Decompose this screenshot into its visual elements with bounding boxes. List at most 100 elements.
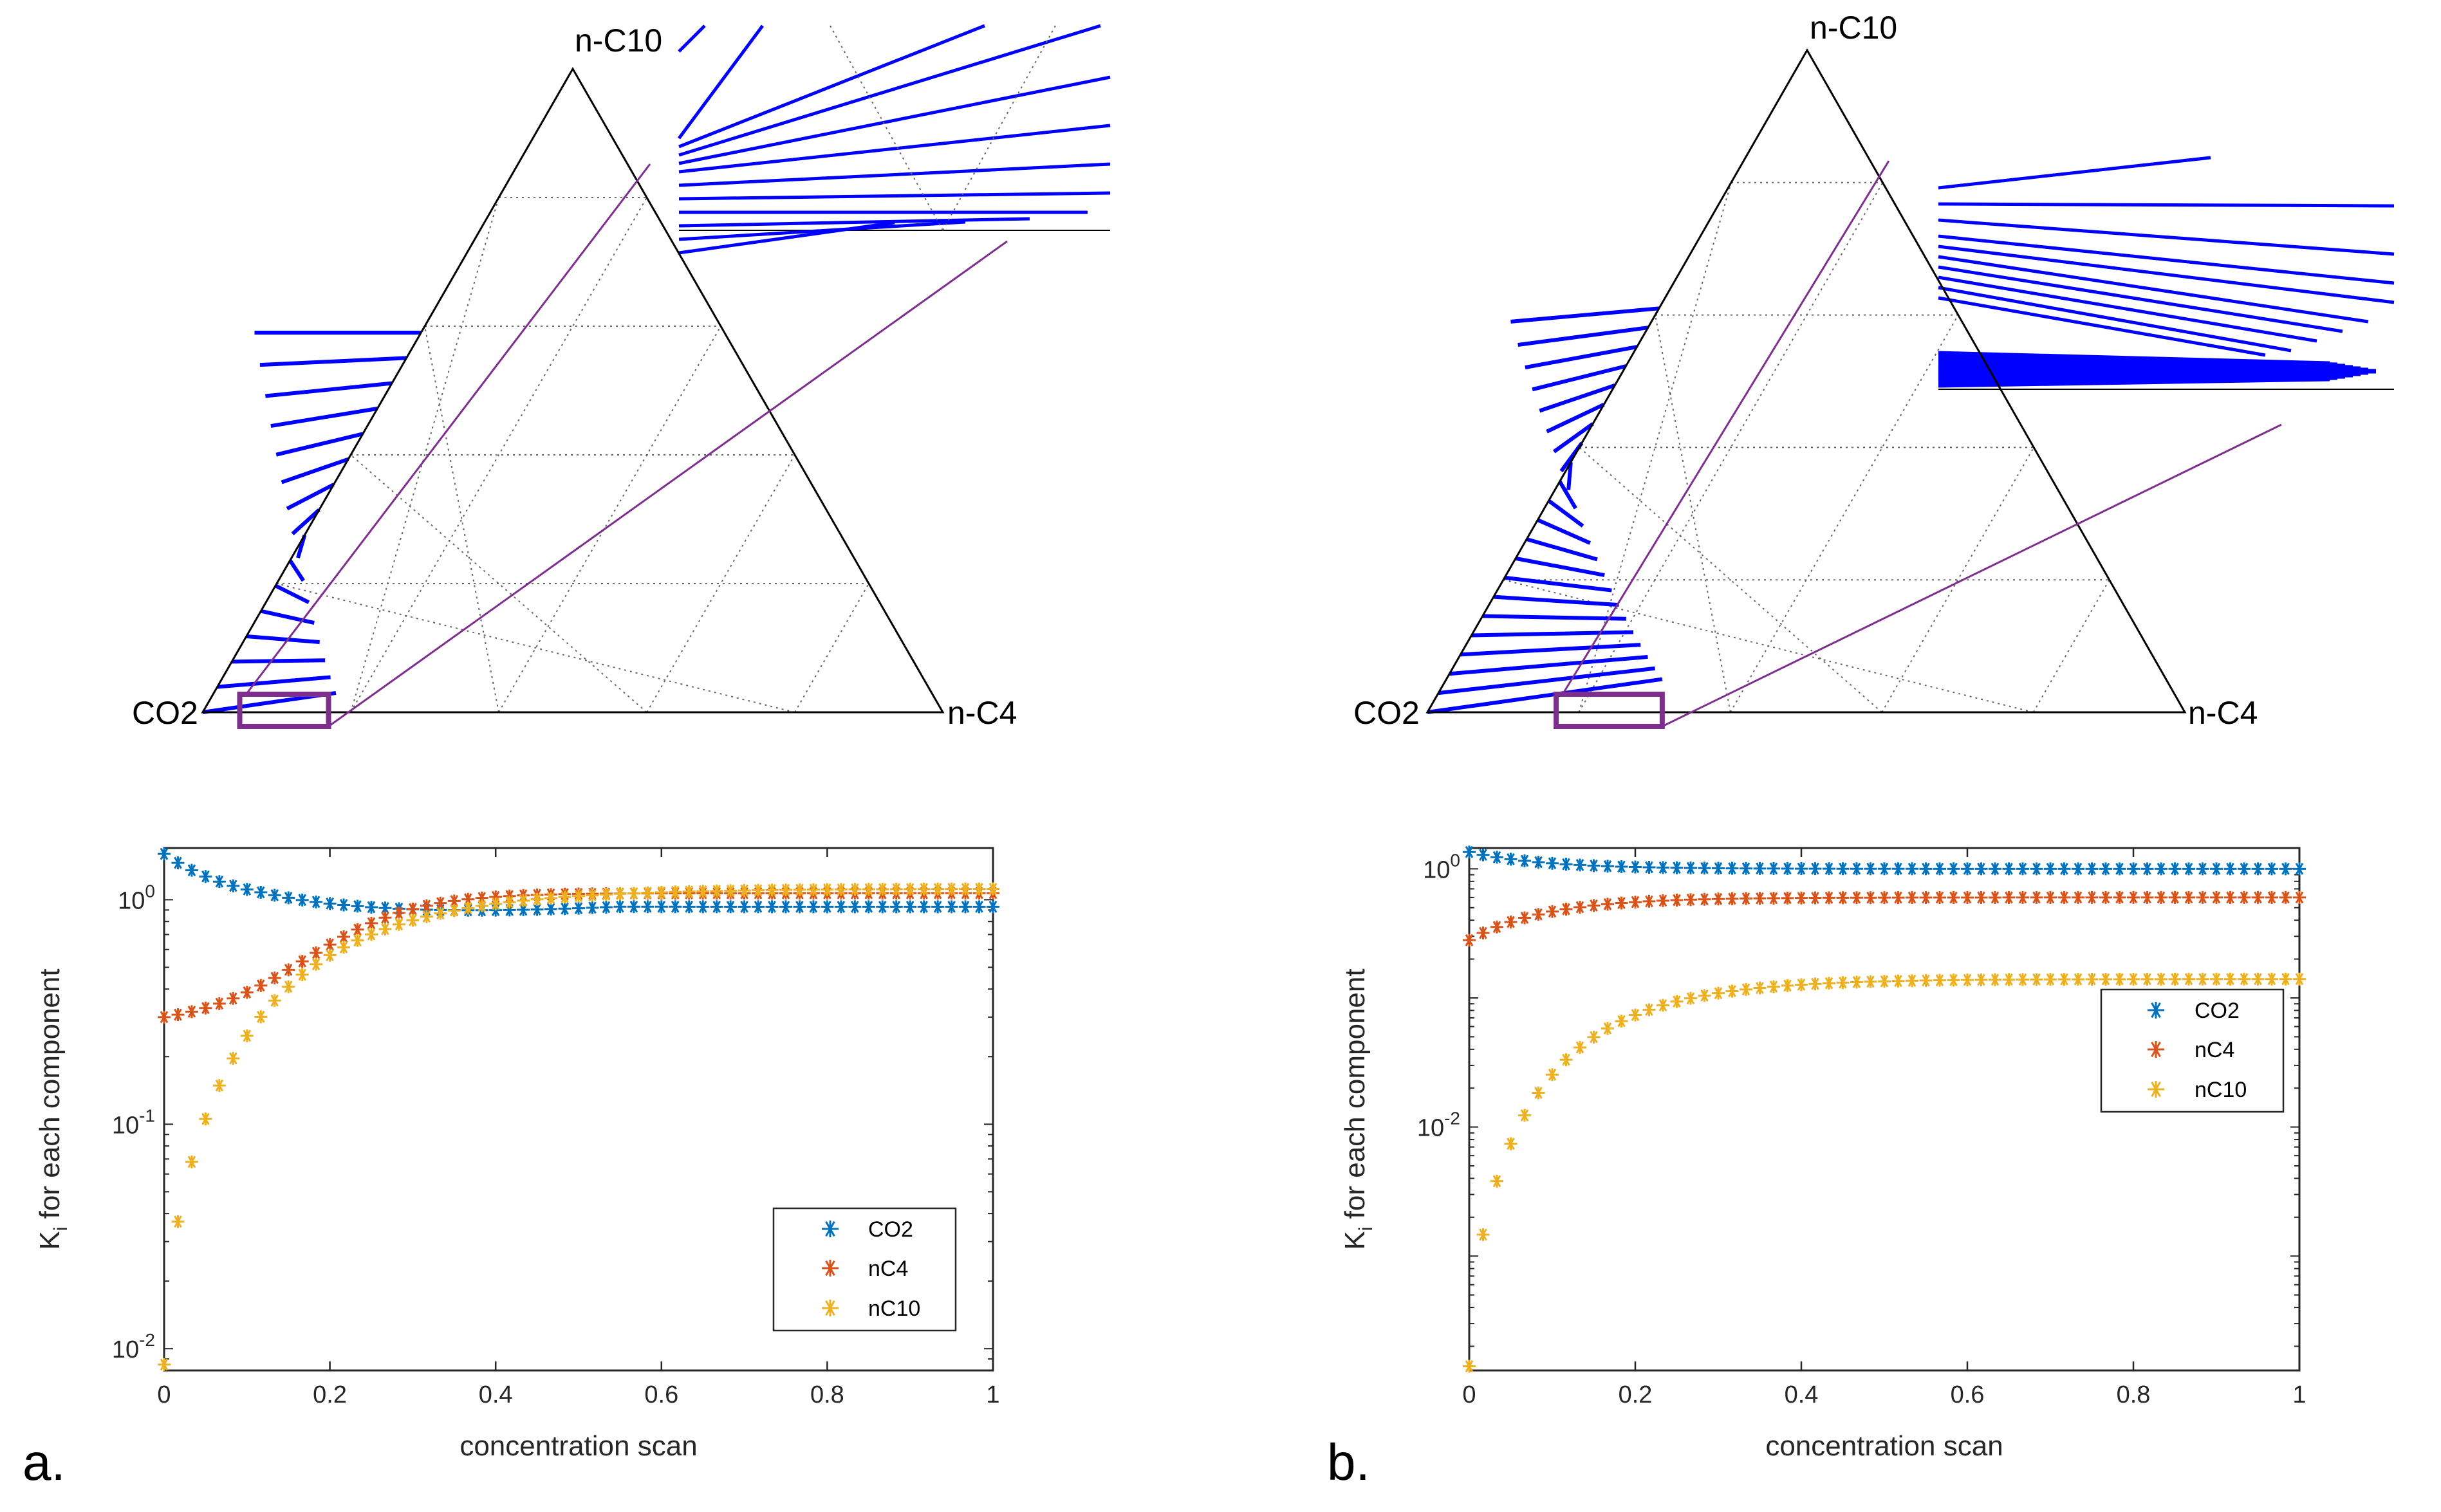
y-axis-label: Ki for each component [34, 968, 71, 1249]
data-point [945, 882, 958, 896]
vertex-label-nc4: n-C4 [2188, 695, 2258, 731]
data-point [378, 911, 392, 925]
data-point [1919, 862, 1933, 876]
x-tick-label: 0 [157, 1381, 171, 1408]
data-point [365, 916, 378, 930]
zoom-window [1554, 160, 2282, 729]
data-point [517, 894, 530, 907]
data-point [1463, 1360, 1476, 1373]
legend-label-nc4: nC4 [868, 1257, 908, 1281]
data-point [2002, 890, 2016, 904]
data-point [489, 897, 503, 910]
x-tick-label: 1 [2292, 1381, 2306, 1408]
x-axis-label: concentration scan [459, 1430, 697, 1462]
legend-marker-nc4 [2148, 1041, 2164, 1058]
data-point [613, 887, 627, 901]
data-point [2155, 890, 2167, 904]
data-point [765, 883, 779, 897]
data-point [889, 900, 903, 914]
data-point [1587, 859, 1601, 872]
data-point [821, 900, 834, 914]
inset-tie-line [1938, 255, 2369, 324]
data-point [572, 889, 585, 903]
data-point [1615, 860, 1628, 873]
data-point [2251, 972, 2265, 986]
inset-tie-line [678, 220, 966, 241]
data-point [1974, 890, 1988, 904]
data-point [171, 1215, 185, 1228]
data-point [337, 898, 351, 912]
data-point [862, 883, 875, 896]
data-point [641, 886, 654, 899]
data-point [351, 899, 364, 913]
data-point [738, 883, 751, 897]
data-point [2168, 972, 2182, 986]
data-point [1919, 891, 1933, 905]
data-point [2279, 862, 2292, 876]
tie-line [1552, 422, 1594, 454]
data-point [710, 900, 723, 914]
data-point [544, 902, 558, 916]
data-point [613, 900, 627, 914]
y-tick-label: 100 [1423, 850, 1460, 883]
data-point [1518, 1109, 1531, 1122]
legend-marker [822, 1300, 839, 1316]
zoom-inset [677, 24, 1111, 255]
data-point [1504, 1137, 1518, 1150]
data-point [2251, 890, 2265, 904]
data-point [2223, 862, 2237, 876]
data-point [2127, 972, 2140, 986]
tie-line [1471, 630, 1634, 638]
data-point [295, 968, 309, 981]
data-point [254, 979, 268, 992]
data-point [1989, 973, 2001, 986]
data-point [2072, 890, 2084, 904]
data-point [1518, 911, 1531, 925]
inset-tie-line [1938, 244, 2395, 304]
data-point [917, 900, 931, 914]
data-point [1615, 1015, 1628, 1028]
x-axis-label: concentration scan [1765, 1430, 2003, 1462]
legend-label-co2: CO2 [2195, 999, 2240, 1023]
data-point [2127, 862, 2140, 876]
data-point [724, 884, 738, 898]
data-point [240, 1029, 254, 1042]
grid-line [1503, 579, 2034, 713]
data-point [378, 922, 392, 936]
data-point [227, 991, 240, 1005]
data-point [2030, 973, 2043, 986]
data-point [1670, 861, 1684, 874]
data-point [1740, 982, 1752, 996]
data-point [254, 1010, 268, 1024]
data-point [351, 923, 364, 936]
data-point [1781, 979, 1794, 992]
data-point [1808, 977, 1822, 991]
data-point [1781, 862, 1794, 876]
data-point [2044, 973, 2057, 986]
tie-line [1546, 403, 1605, 434]
data-point [199, 870, 212, 883]
inset-tie-line [678, 24, 1101, 157]
inset-tie-line [1938, 234, 2395, 285]
data-point [337, 930, 351, 943]
inset-tie-line [1938, 286, 2292, 353]
data-point [185, 1005, 198, 1019]
grid-line [424, 326, 499, 713]
data-point [2127, 890, 2140, 904]
grid-line [498, 326, 721, 713]
y-tick-exponent: 0 [1450, 850, 1460, 870]
data-point [2251, 862, 2265, 876]
grid-line [1655, 315, 1731, 713]
data-point [1906, 891, 1918, 905]
zoom-box [1554, 692, 1665, 729]
data-point [1684, 862, 1697, 875]
data-point [1546, 1068, 1559, 1082]
grid-line [1729, 315, 1959, 713]
subscript-i: i [1355, 1227, 1377, 1231]
tie-line [270, 407, 378, 429]
data-point [2182, 890, 2195, 904]
data-point [212, 997, 226, 1010]
y-tick-base: 10 [118, 887, 145, 914]
data-point [1725, 892, 1739, 905]
